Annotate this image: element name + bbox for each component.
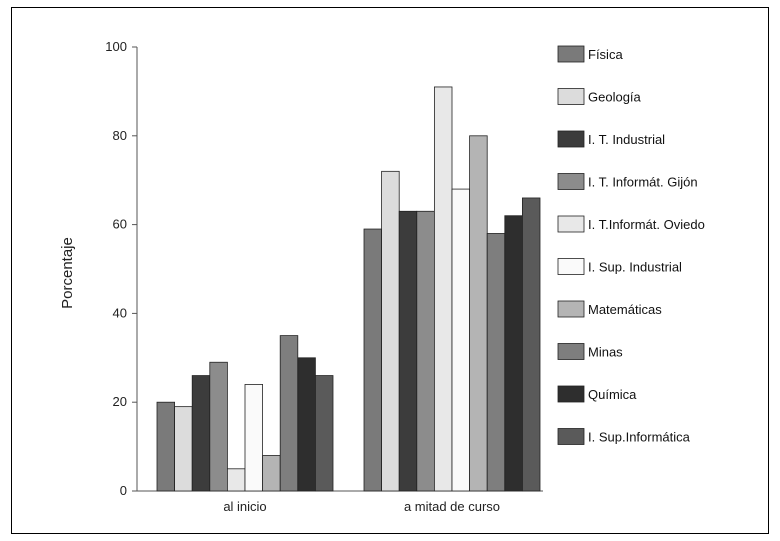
y-tick-label: 100: [105, 39, 127, 54]
x-tick-label: al inicio: [223, 499, 266, 514]
legend-swatch: [557, 258, 585, 275]
legend-label: Química: [588, 387, 637, 402]
legend-label: I. T. Industrial: [588, 132, 665, 147]
bar-10-2: [521, 197, 541, 492]
y-tick-label: 20: [113, 394, 127, 409]
bar-8-2: [486, 233, 506, 492]
bar-3-2: [398, 210, 418, 492]
y-tick-label: 80: [113, 128, 127, 143]
bar-chart: 0 20 40 60 80 100 al inicio a mitad de curso P…: [59, 39, 705, 514]
bar-2-2: [381, 170, 400, 492]
x-tick-labels: al inicio a mitad de curso: [223, 499, 500, 514]
legend-swatch: [557, 45, 585, 63]
bar-7-1: [262, 455, 281, 492]
bar-1-1: [156, 401, 176, 492]
bar-8-1: [279, 335, 299, 492]
legend-label: Física: [588, 47, 623, 62]
legend-label: I. Sup.Informática: [588, 430, 691, 445]
bar-7-2: [469, 135, 488, 492]
legend-label: I. T. Informát. Gijón: [588, 175, 698, 190]
bars: [156, 86, 541, 492]
chart-frame: 0 20 40 60 80 100 al inicio a mitad de curso P…: [11, 7, 769, 534]
bar-10-1: [314, 375, 334, 492]
bar-4-1: [209, 361, 228, 492]
bar-5-1: [226, 468, 246, 492]
y-tick-label: 0: [120, 483, 127, 498]
y-tick-label: 60: [113, 217, 127, 232]
legend-swatch: [557, 428, 585, 445]
bar-6-2: [451, 188, 471, 492]
legend-label: Minas: [588, 345, 623, 360]
y-axis-label: Porcentaje: [59, 237, 76, 309]
legend-swatch: [557, 385, 585, 403]
bar-2-1: [174, 406, 193, 492]
bar-4-2: [416, 210, 435, 492]
legend-label: I. T.Informát. Oviedo: [588, 217, 705, 232]
bar-3-1: [191, 375, 211, 492]
legend-swatch: [557, 300, 585, 318]
legend-swatch: [557, 88, 585, 105]
bar-6-1: [244, 384, 264, 492]
bar-9-1: [297, 357, 316, 492]
legend-label: I. Sup. Industrial: [588, 260, 682, 275]
legend-label: Geología: [588, 90, 642, 105]
legend: Física Geología I. T. Industrial I. T. Info…: [557, 45, 705, 445]
y-ticks: 0 20 40 60 80 100: [105, 39, 137, 498]
legend-swatch: [557, 130, 585, 148]
legend-label: Matemáticas: [588, 302, 662, 317]
x-tick-label: a mitad de curso: [404, 499, 500, 514]
legend-swatch: [557, 173, 585, 190]
legend-swatch: [557, 343, 585, 360]
legend-swatch: [557, 215, 585, 233]
bar-5-2: [433, 86, 453, 492]
bar-1-2: [363, 228, 383, 492]
bar-9-2: [504, 215, 523, 492]
y-tick-label: 40: [113, 305, 127, 320]
